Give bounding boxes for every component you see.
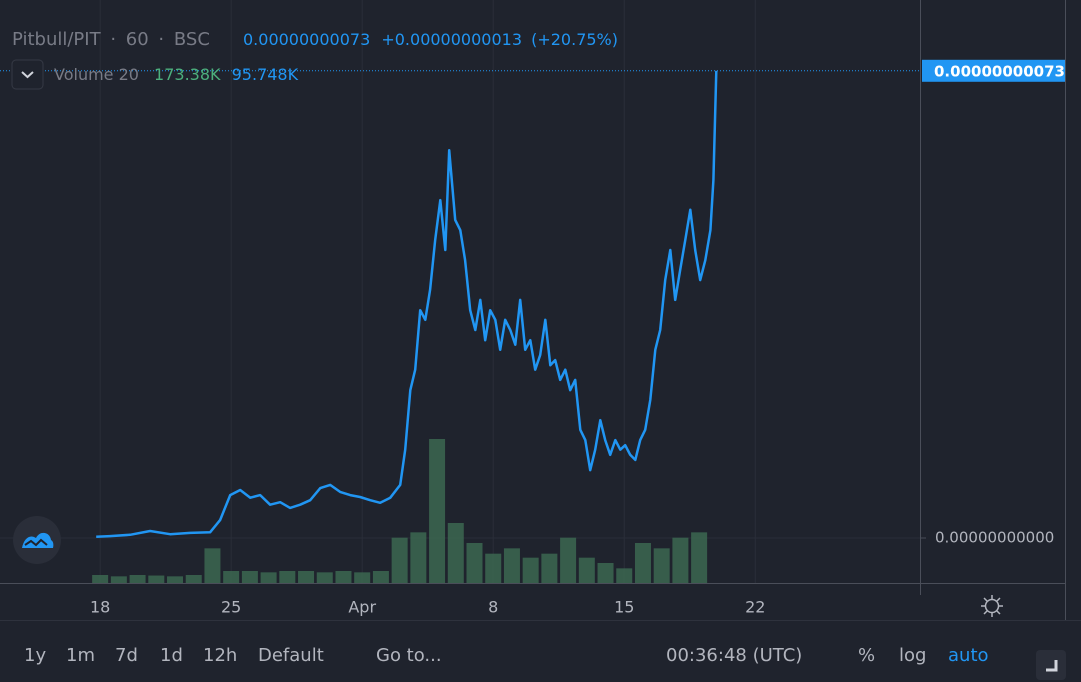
volume-bar — [354, 572, 371, 583]
percent-toggle[interactable]: % — [858, 645, 875, 666]
volume-bar — [185, 575, 202, 583]
settings-icon-rays — [981, 595, 1003, 617]
volume-bar — [503, 548, 520, 583]
volume-bar — [410, 532, 427, 583]
resize-button[interactable] — [1036, 650, 1066, 680]
default-button[interactable]: Default — [258, 645, 324, 666]
volume-bar — [335, 571, 352, 583]
price-line: 0.00000000073 +0.00000000013 (+20.75%) — [243, 30, 618, 49]
collapse-button[interactable] — [11, 59, 44, 90]
volume-bar — [110, 576, 127, 583]
volume-bar — [391, 537, 408, 583]
volume-bar — [466, 543, 483, 583]
volume-bar — [223, 571, 240, 583]
volume-bar — [298, 571, 315, 583]
toolbar: Default Go to... 00:36:48 (UTC) % log au… — [24, 645, 989, 666]
volume-bar — [522, 557, 539, 583]
volume-legend: Volume 20 173.38K 95.748K — [54, 65, 299, 84]
settings-icon[interactable] — [984, 598, 1000, 614]
interval: 60 — [126, 29, 149, 50]
range-button[interactable]: 1y — [24, 645, 46, 666]
volume-bar — [578, 557, 595, 583]
range-button[interactable]: 12h — [203, 645, 237, 666]
x-tick-label: Apr — [348, 598, 376, 617]
volume-bar — [634, 543, 651, 583]
separator: · — [158, 29, 164, 50]
chevron-icon — [21, 71, 34, 79]
x-tick-label: 22 — [745, 598, 765, 617]
volume-bar — [129, 575, 146, 583]
log-toggle[interactable]: log — [899, 645, 926, 666]
auto-toggle[interactable]: auto — [948, 645, 989, 666]
volume-bar — [447, 523, 464, 583]
volume-bar — [167, 576, 184, 583]
volume-bar — [616, 568, 633, 583]
range-button[interactable]: 1m — [66, 645, 95, 666]
separator: · — [110, 29, 116, 50]
exchange: BSC — [174, 29, 210, 50]
volume-bar — [541, 553, 558, 583]
volume-ma-value: 95.748K — [232, 65, 299, 84]
volume-bar — [260, 572, 277, 583]
legend-header: Pitbull/PIT · 60 · BSC — [12, 29, 210, 50]
x-tick-label: 25 — [221, 598, 241, 617]
volume-bar — [653, 548, 670, 583]
volume-bar — [241, 571, 258, 583]
x-tick-label: 8 — [488, 598, 498, 617]
volume-bar — [204, 548, 221, 583]
volume-bar — [691, 532, 708, 583]
logo-wave — [24, 538, 48, 547]
volume-bar — [148, 575, 165, 583]
change-pct: (+20.75%) — [531, 30, 618, 49]
volume-bar — [372, 571, 389, 583]
x-tick-label: 15 — [614, 598, 634, 617]
volume-bar — [92, 575, 109, 583]
x-tick-label: 18 — [90, 598, 110, 617]
price: 0.00000000073 — [243, 30, 370, 49]
symbol: Pitbull/PIT — [12, 29, 102, 50]
volume-bar — [485, 553, 502, 583]
volume-label: Volume 20 — [54, 65, 139, 84]
volume-bar — [597, 563, 614, 583]
plot-area — [0, 0, 920, 583]
volume-bar — [279, 571, 296, 583]
resize-icon — [1046, 660, 1058, 672]
y-tick-label: 0.00000000000 — [935, 529, 1054, 547]
change: +0.00000000013 — [381, 30, 522, 49]
clock: 00:36:48 (UTC) — [666, 645, 802, 666]
volume-bar — [560, 537, 577, 583]
goto-button[interactable]: Go to... — [376, 645, 442, 666]
range-button[interactable]: 7d — [115, 645, 138, 666]
volume-value: 173.38K — [154, 65, 221, 84]
price-line — [96, 70, 718, 538]
last-price-tag — [922, 59, 1065, 82]
volume-bar — [316, 572, 333, 583]
volume-bar — [429, 439, 446, 583]
range-button[interactable]: 1d — [160, 645, 183, 666]
volume-bar — [672, 537, 689, 583]
last-price-label: 0.00000000073 — [934, 62, 1065, 80]
